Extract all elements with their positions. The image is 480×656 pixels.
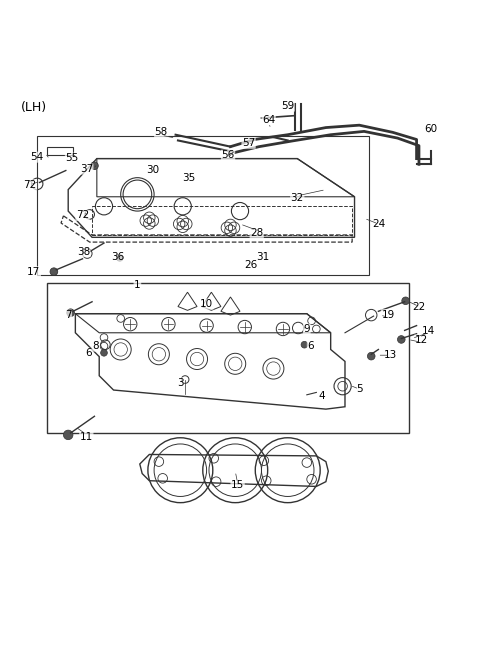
Text: 28: 28: [250, 228, 264, 237]
Circle shape: [301, 341, 308, 348]
Text: 58: 58: [155, 127, 168, 137]
Text: 57: 57: [242, 138, 255, 148]
Text: (LH): (LH): [21, 101, 47, 114]
Text: 30: 30: [146, 165, 160, 174]
Circle shape: [63, 430, 73, 440]
Bar: [47, 283, 409, 433]
Text: 31: 31: [256, 253, 270, 262]
Text: 38: 38: [77, 247, 90, 256]
Text: 72: 72: [76, 211, 89, 220]
Text: 36: 36: [111, 253, 124, 262]
Text: 24: 24: [372, 219, 385, 229]
Text: 1: 1: [134, 280, 141, 290]
Text: 35: 35: [182, 173, 195, 182]
Text: 60: 60: [424, 123, 437, 134]
Text: 3: 3: [177, 378, 184, 388]
Text: 59: 59: [281, 101, 294, 111]
Circle shape: [67, 309, 74, 317]
Circle shape: [397, 336, 405, 343]
Circle shape: [367, 352, 375, 360]
Text: 15: 15: [231, 480, 244, 491]
Text: 14: 14: [422, 326, 435, 337]
Text: 4: 4: [319, 391, 325, 401]
Circle shape: [116, 255, 123, 261]
Text: 56: 56: [221, 150, 235, 160]
Text: 64: 64: [262, 115, 275, 125]
Text: 55: 55: [65, 153, 79, 163]
Text: 54: 54: [31, 152, 44, 162]
Text: 7: 7: [65, 310, 72, 320]
Text: 5: 5: [356, 384, 362, 394]
Text: 32: 32: [291, 194, 304, 203]
Circle shape: [402, 297, 409, 304]
Text: 10: 10: [200, 299, 213, 309]
Text: 17: 17: [27, 267, 40, 277]
Text: 26: 26: [244, 260, 257, 270]
Text: 72: 72: [24, 180, 36, 190]
Text: 19: 19: [381, 310, 395, 319]
Bar: [47, 147, 73, 155]
Text: 6: 6: [307, 341, 314, 351]
Circle shape: [50, 268, 58, 276]
Text: 11: 11: [80, 432, 93, 441]
Circle shape: [91, 162, 98, 169]
Text: 22: 22: [412, 302, 426, 312]
Text: 12: 12: [415, 335, 428, 345]
Text: 37: 37: [80, 164, 93, 174]
Circle shape: [101, 350, 108, 356]
Text: 9: 9: [303, 324, 310, 334]
Text: 8: 8: [93, 341, 99, 351]
Text: 13: 13: [384, 350, 397, 360]
Bar: [37, 136, 369, 275]
Text: 6: 6: [85, 348, 92, 358]
